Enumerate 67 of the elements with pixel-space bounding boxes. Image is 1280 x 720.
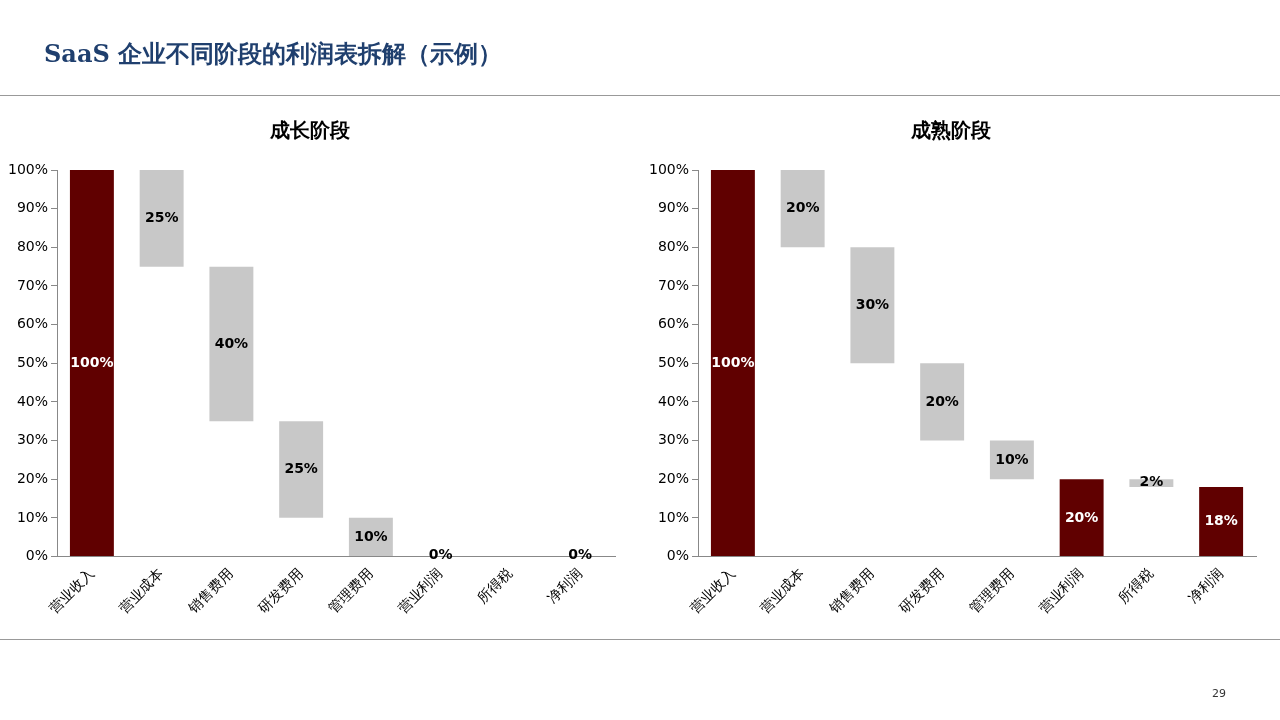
y-tick-label: 0% (666, 547, 690, 564)
x-tick-label: 管理费用 (965, 564, 1017, 616)
x-tick-label: 营业利润 (394, 564, 446, 616)
y-tick-label: 10% (16, 508, 49, 525)
x-tick-label: 销售费用 (184, 564, 237, 617)
data-label: 10% (995, 450, 1029, 467)
bar (69, 170, 114, 557)
data-label: 100% (711, 353, 755, 370)
x-tick-label: 管理费用 (324, 564, 376, 616)
y-tick-label: 90% (657, 199, 690, 216)
data-label: 18% (1204, 512, 1238, 529)
y-tick-label: 20% (16, 469, 49, 486)
x-tick-label: 净利润 (543, 564, 585, 606)
y-tick-label: 40% (657, 392, 690, 409)
y-tick-label: 50% (657, 353, 690, 370)
y-tick-label: 100% (648, 160, 690, 177)
data-label: 25% (284, 460, 318, 477)
data-label: 25% (144, 208, 179, 225)
x-tick-label: 所得税 (474, 564, 516, 606)
y-tick-label: 80% (16, 237, 49, 254)
y-tick-label: 30% (657, 431, 690, 448)
x-tick-label: 营业成本 (756, 564, 808, 616)
y-tick-label: 70% (16, 276, 49, 293)
data-label: 10% (354, 527, 388, 544)
x-tick-label: 营业成本 (115, 564, 167, 616)
data-label: 100% (70, 353, 114, 370)
text: 29 (1212, 687, 1226, 700)
y-tick-label: 10% (657, 508, 690, 525)
data-label: 20% (785, 199, 820, 216)
y-tick-label: 30% (16, 431, 49, 448)
chart-title: 成熟阶段 (910, 118, 992, 143)
x-tick-label: 营业利润 (1035, 564, 1087, 616)
y-tick-label: 60% (16, 315, 49, 332)
x-tick-label: 营业收入 (45, 564, 97, 616)
y-tick-label: 60% (657, 315, 690, 332)
bar (1059, 479, 1104, 557)
data-label: 20% (1064, 508, 1099, 525)
bar (279, 421, 324, 518)
bar (209, 266, 254, 422)
x-tick-label: 研发费用 (895, 564, 947, 616)
bar (920, 363, 965, 441)
data-label: 20% (925, 392, 959, 409)
x-tick-label: 营业收入 (686, 564, 738, 616)
y-tick-label: 80% (657, 237, 690, 254)
text: SaaS 企业不同阶段的利润表拆解（示例） (44, 38, 503, 70)
y-tick-label: 100% (7, 160, 49, 177)
bar (1199, 486, 1244, 557)
y-tick-label: 40% (16, 392, 49, 409)
bar (850, 247, 895, 364)
y-tick-label: 70% (657, 276, 690, 293)
y-tick-label: 0% (25, 547, 49, 564)
bar (139, 170, 184, 267)
y-tick-label: 90% (16, 199, 49, 216)
bar (780, 170, 825, 248)
data-label: 0% (428, 546, 453, 563)
data-label: 2% (1139, 472, 1164, 489)
bar (710, 170, 755, 557)
y-tick-label: 50% (16, 353, 49, 370)
x-tick-label: 所得税 (1115, 564, 1157, 606)
chart-title: 成长阶段 (269, 118, 351, 143)
y-tick-label: 20% (657, 469, 690, 486)
data-label: 40% (214, 334, 249, 351)
x-tick-label: 销售费用 (825, 564, 878, 617)
data-label: 30% (855, 295, 890, 312)
x-tick-label: 净利润 (1184, 564, 1226, 606)
data-label: 0% (568, 546, 593, 563)
x-tick-label: 研发费用 (254, 564, 306, 616)
